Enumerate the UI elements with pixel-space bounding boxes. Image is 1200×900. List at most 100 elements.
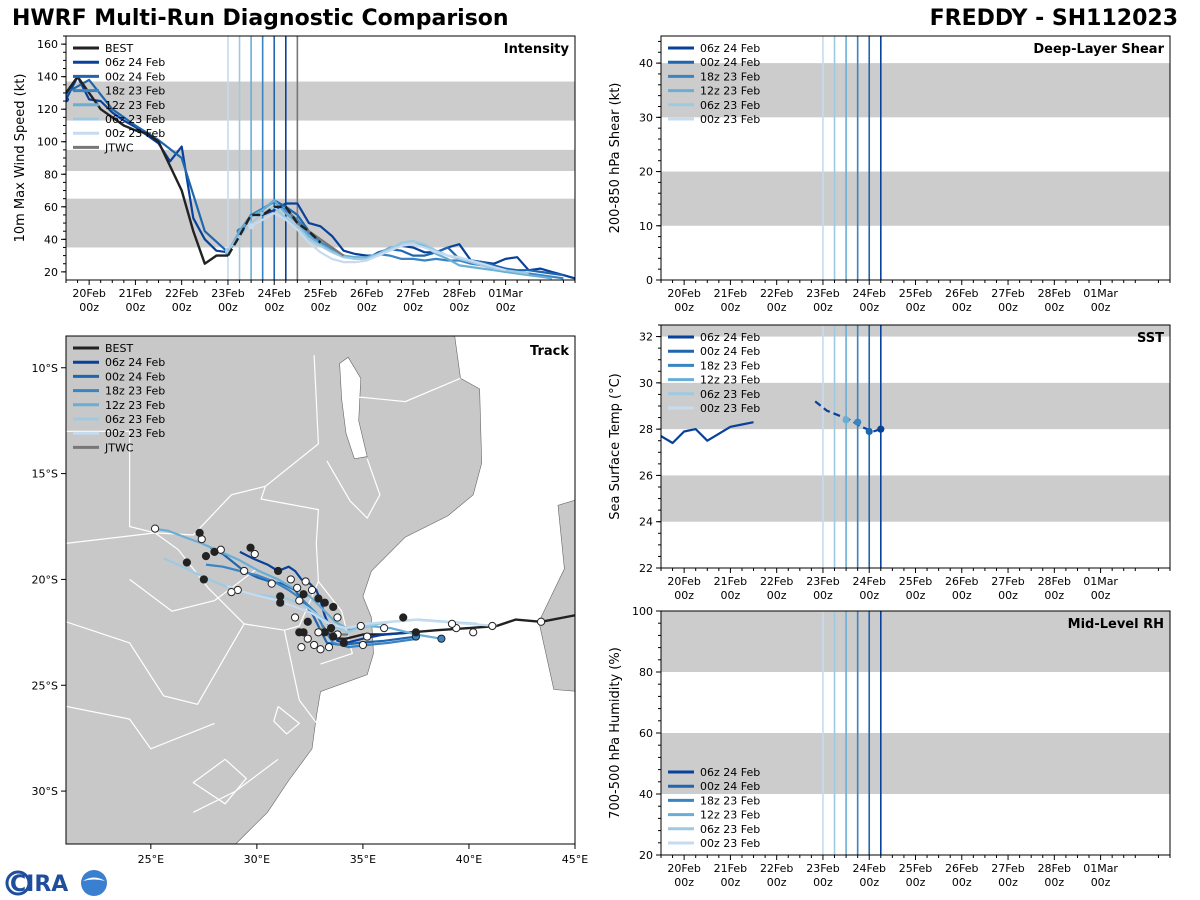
intensity-x-tick-label: 28Feb — [443, 287, 476, 300]
rh-plot-area — [661, 611, 1170, 855]
track-position-marker — [356, 621, 365, 631]
shear-plot-area — [661, 36, 1170, 280]
sst-legend-label-00z-23-feb: 00z 23 Feb — [700, 402, 760, 415]
track-position-marker — [195, 528, 204, 537]
intensity-x-tick-label: 00z — [403, 301, 423, 314]
track-lon-label: 30°E — [244, 853, 270, 866]
sst-x-tick-label: 28Feb — [1038, 575, 1071, 588]
country-border — [66, 705, 215, 750]
sst-series-06z-24-feb — [814, 400, 882, 433]
rh-legend-label-00z-23-feb: 00z 23 Feb — [700, 837, 760, 850]
shear-x-tick-label: 28Feb — [1038, 287, 1071, 300]
track-legend-label-18z-23-feb: 18z 23 Feb — [105, 385, 165, 398]
track-lon-label: 45°E — [562, 853, 588, 866]
intensity-x-tick-label: 00z — [126, 301, 146, 314]
shear-panel-title: Deep-Layer Shear — [1033, 42, 1164, 57]
rh-x-tick-label: 00z — [952, 876, 972, 889]
shear-shade-band — [661, 63, 1170, 118]
shear-legend-label-06z-23-feb: 06z 23 Feb — [700, 99, 760, 112]
track-position-marker — [267, 579, 276, 588]
rh-x-tick-label: 00z — [674, 876, 694, 889]
shear-panel: 20Feb00z21Feb00z22Feb00z23Feb00z24Feb00z… — [608, 35, 1171, 314]
shear-y-tick-label: 20 — [639, 166, 653, 179]
track-position-marker — [301, 577, 310, 586]
intensity-x-tick-label: 21Feb — [119, 287, 152, 300]
shear-y-axis-label: 200-850 hPa Shear (kt) — [608, 83, 623, 234]
sst-shade-band — [661, 475, 1170, 522]
sst-legend-label-12z-23-feb: 12z 23 Feb — [700, 374, 760, 387]
shear-x-tick-label: 00z — [1091, 301, 1111, 314]
sst-x-tick-label: 00z — [1091, 589, 1111, 602]
shear-x-tick-label: 26Feb — [945, 287, 978, 300]
track-legend-label-06z-24-feb: 06z 24 Feb — [105, 356, 165, 369]
shear-legend-label-00z-24-feb: 00z 24 Feb — [700, 56, 760, 69]
track-position-marker — [303, 634, 312, 643]
intensity-shade-band — [66, 81, 575, 121]
track-position-marker — [250, 549, 259, 559]
rh-x-tick-label: 00z — [721, 876, 741, 889]
sst-x-tick-label: 25Feb — [899, 575, 932, 588]
rh-y-tick-label: 100 — [632, 605, 653, 618]
rh-x-tick-label: 00z — [859, 876, 879, 889]
shear-x-tick-label: 00z — [674, 301, 694, 314]
track-position-marker — [324, 643, 334, 652]
track-position-marker — [314, 628, 323, 637]
intensity-y-tick-label: 120 — [37, 103, 58, 116]
shear-x-tick-label: 00z — [1044, 301, 1064, 314]
cira-logo-swoosh — [83, 877, 105, 881]
sst-x-tick-label: 01Mar — [1083, 575, 1118, 588]
track-position-marker — [437, 634, 446, 643]
rh-x-tick-label: 22Feb — [760, 862, 793, 875]
country-border — [192, 758, 248, 805]
sst-shade-band — [661, 382, 1170, 430]
sst-x-tick-label: 26Feb — [945, 575, 978, 588]
track-position-marker — [327, 624, 336, 633]
sst-point-00z-24-feb — [865, 427, 873, 436]
shear-legend-label-12z-23-feb: 12z 23 Feb — [700, 85, 760, 98]
intensity-x-tick-label: 00z — [79, 301, 99, 314]
intensity-x-tick-label: 00z — [449, 301, 469, 314]
intensity-y-tick-label: 80 — [44, 168, 58, 181]
track-lat-label: 20°S — [32, 573, 58, 586]
track-position-marker — [411, 628, 421, 637]
shear-x-tick-label: 24Feb — [852, 287, 885, 300]
sst-y-tick-label: 28 — [639, 423, 653, 436]
intensity-legend-label-00z-23-feb: 00z 23 Feb — [105, 127, 165, 140]
track-position-marker — [303, 617, 312, 626]
rh-x-tick-label: 23Feb — [806, 862, 839, 875]
country-border — [283, 630, 319, 726]
shear-x-tick-label: 00z — [952, 301, 972, 314]
rh-shade-band — [661, 733, 1170, 794]
track-position-marker — [240, 566, 249, 576]
shear-shade-band — [661, 171, 1170, 226]
shear-y-tick-label: 40 — [639, 57, 653, 70]
intensity-plot-area — [66, 36, 575, 280]
rh-legend-label-18z-23-feb: 18z 23 Feb — [700, 794, 760, 807]
rh-x-tick-label: 00z — [767, 876, 787, 889]
sst-x-tick-label: 24Feb — [852, 575, 885, 588]
country-border — [260, 486, 320, 631]
sst-point-18z-23-feb — [854, 418, 862, 426]
intensity-series-12z-23-feb — [227, 199, 553, 280]
country-border — [193, 758, 279, 813]
sst-legend-label-06z-24-feb: 06z 24 Feb — [700, 331, 760, 344]
country-border — [326, 458, 381, 519]
shear-legend-label-00z-23-feb: 00z 23 Feb — [700, 113, 760, 126]
rh-legend-label-06z-24-feb: 06z 24 Feb — [700, 766, 760, 779]
country-border — [66, 532, 156, 544]
intensity-legend-label-06z-24-feb: 06z 24 Feb — [105, 56, 165, 69]
sst-point-06z-24-feb — [877, 425, 885, 433]
sst-legend-label-00z-24-feb: 00z 24 Feb — [700, 345, 760, 358]
country-border — [273, 705, 301, 735]
rh-y-tick-label: 40 — [639, 788, 653, 801]
intensity-y-tick-label: 40 — [44, 233, 58, 246]
rh-x-tick-label: 01Mar — [1083, 862, 1118, 875]
sst-y-tick-label: 26 — [639, 469, 653, 482]
rh-panel: 20Feb00z21Feb00z22Feb00z23Feb00z24Feb00z… — [608, 605, 1171, 889]
track-position-marker — [329, 632, 338, 641]
track-legend-label-06z-23-feb: 06z 23 Feb — [105, 413, 165, 426]
rh-x-tick-label: 28Feb — [1038, 862, 1071, 875]
track-position-marker — [447, 619, 457, 628]
intensity-series-best — [66, 75, 228, 265]
